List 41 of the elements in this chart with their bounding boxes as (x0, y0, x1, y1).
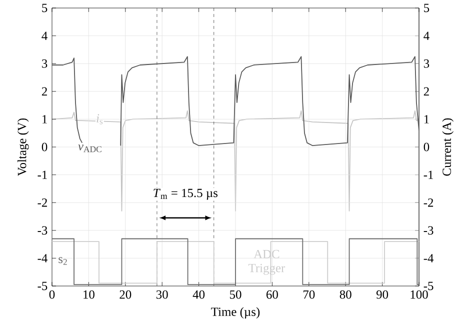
y2-tick-label: 4 (424, 32, 430, 40)
y2-tick-label: -3 (424, 226, 434, 235)
series-label: s$_{2}$ (58, 257, 67, 265)
x-tick-label: 10 (84, 290, 94, 299)
x-tick-label: 60 (266, 290, 278, 299)
x-tick-label: 0 (49, 290, 55, 299)
x-axis-title: Time (µs) (211, 307, 260, 319)
y-tick-label: -4 (38, 254, 48, 262)
x-tick-label: 50 (230, 290, 242, 299)
series-label: i$_{s}$ (96, 114, 103, 124)
x-tick-label: 30 (156, 290, 168, 299)
x-tick-label: 90 (376, 290, 388, 299)
y2-tick-label: -1 (424, 170, 433, 179)
y2-tick-label: 3 (424, 59, 430, 68)
x-tick-label: 100 (410, 290, 428, 299)
series-label: v$_{ADC}$ (78, 144, 102, 152)
y-tick-label: 5 (42, 4, 48, 12)
y-axis-title: Voltage (V) (17, 118, 29, 176)
x-tick-label: 80 (340, 290, 352, 299)
y-tick-label: 2 (42, 87, 47, 96)
y2-tick-label: -4 (424, 254, 434, 262)
annotation: T$_{m}$ = 15.5 µs (154, 188, 218, 200)
y-tick-label: 3 (42, 59, 48, 68)
y2-tick-label: 5 (424, 4, 430, 12)
y-tick-label: -3 (38, 226, 48, 235)
y2-tick-label: -2 (424, 198, 434, 207)
y-tick-label: 1 (42, 115, 47, 124)
y-tick-label: 0 (42, 142, 48, 152)
y2-tick-label: 2 (424, 87, 429, 96)
x-tick-label: 40 (192, 290, 205, 299)
y2-tick-label: -5 (424, 282, 434, 290)
y-tick-label: -1 (38, 170, 47, 179)
y2-axis-title: Current (A) (442, 118, 454, 176)
y2-tick-label: 1 (424, 115, 429, 124)
x-tick-label: 70 (304, 290, 315, 299)
line-series (52, 110, 420, 212)
y2-tick-label: 0 (424, 142, 430, 152)
y-tick-label: -2 (38, 198, 47, 207)
y-tick-label: 4 (42, 32, 48, 40)
y-tick-label: -5 (38, 282, 48, 290)
x-tick-label: 20 (120, 290, 132, 299)
